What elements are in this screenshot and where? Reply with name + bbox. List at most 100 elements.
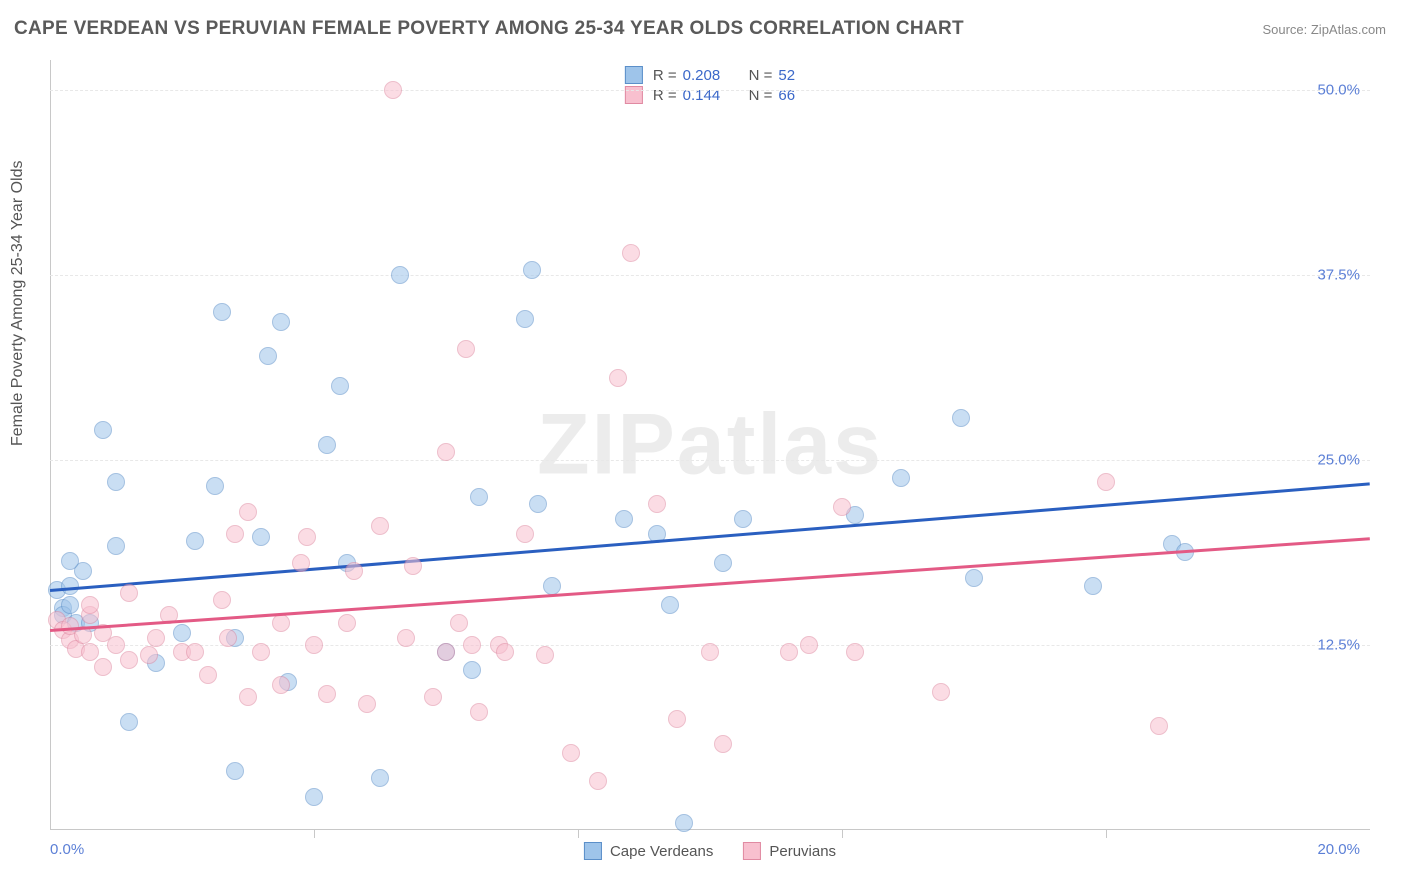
data-point <box>371 517 389 535</box>
data-point <box>391 266 409 284</box>
data-point <box>463 636 481 654</box>
data-point <box>120 584 138 602</box>
data-point <box>536 646 554 664</box>
data-point <box>397 629 415 647</box>
data-point <box>226 762 244 780</box>
data-point <box>318 436 336 454</box>
data-point <box>424 688 442 706</box>
data-point <box>833 498 851 516</box>
data-point <box>371 769 389 787</box>
legend-stat-row: R =0.208N =52 <box>625 66 795 84</box>
x-tick <box>1106 830 1107 838</box>
data-point <box>589 772 607 790</box>
legend-swatch <box>743 842 761 860</box>
data-point <box>199 666 217 684</box>
data-point <box>305 788 323 806</box>
data-point <box>140 646 158 664</box>
data-point <box>450 614 468 632</box>
data-point <box>186 532 204 550</box>
legend-series-item: Cape Verdeans <box>584 842 713 860</box>
data-point <box>609 369 627 387</box>
legend-swatch <box>625 66 643 84</box>
data-point <box>780 643 798 661</box>
data-point <box>701 643 719 661</box>
data-point <box>252 643 270 661</box>
data-point <box>81 643 99 661</box>
data-point <box>800 636 818 654</box>
plot-area: ZIPatlas R =0.208N =52R =0.144N =66 Cape… <box>50 60 1370 830</box>
chart-title: CAPE VERDEAN VS PERUVIAN FEMALE POVERTY … <box>14 18 964 40</box>
y-axis-title: Female Poverty Among 25-34 Year Olds <box>9 161 27 447</box>
data-point <box>213 303 231 321</box>
data-point <box>543 577 561 595</box>
data-point <box>173 624 191 642</box>
x-tick <box>578 830 579 838</box>
data-point <box>457 340 475 358</box>
data-point <box>206 477 224 495</box>
x-axis-min-label: 0.0% <box>50 841 84 858</box>
data-point <box>219 629 237 647</box>
data-point <box>675 814 693 832</box>
legend-n-value: 52 <box>778 67 795 84</box>
gridline <box>50 90 1370 91</box>
legend-series-name: Peruvians <box>769 843 836 860</box>
data-point <box>714 554 732 572</box>
data-point <box>932 683 950 701</box>
y-tick-label: 50.0% <box>1317 81 1370 98</box>
x-axis-line <box>50 829 1370 830</box>
data-point <box>952 409 970 427</box>
data-point <box>562 744 580 762</box>
data-point <box>272 676 290 694</box>
data-point <box>107 473 125 491</box>
source-attribution: Source: ZipAtlas.com <box>1262 22 1386 37</box>
data-point <box>516 310 534 328</box>
data-point <box>892 469 910 487</box>
data-point <box>61 552 79 570</box>
gridline <box>50 275 1370 276</box>
x-tick <box>842 830 843 838</box>
watermark-text: ZIPatlas <box>537 396 883 495</box>
data-point <box>147 629 165 647</box>
y-axis-line <box>50 60 51 830</box>
data-point <box>94 421 112 439</box>
legend-series: Cape Verdeans Peruvians <box>584 842 836 860</box>
data-point <box>734 510 752 528</box>
legend-r-label: R = <box>653 67 677 84</box>
data-point <box>1084 577 1102 595</box>
y-tick-label: 12.5% <box>1317 636 1370 653</box>
data-point <box>259 347 277 365</box>
data-point <box>463 661 481 679</box>
y-tick-label: 37.5% <box>1317 266 1370 283</box>
data-point <box>239 688 257 706</box>
legend-series-name: Cape Verdeans <box>610 843 713 860</box>
data-point <box>661 596 679 614</box>
data-point <box>965 569 983 587</box>
legend-series-item: Peruvians <box>743 842 836 860</box>
data-point <box>615 510 633 528</box>
data-point <box>846 643 864 661</box>
data-point <box>61 577 79 595</box>
data-point <box>298 528 316 546</box>
data-point <box>358 695 376 713</box>
data-point <box>107 636 125 654</box>
data-point <box>470 488 488 506</box>
trend-line <box>50 537 1370 632</box>
legend-r-value: 0.208 <box>683 67 731 84</box>
x-axis-max-label: 20.0% <box>1317 841 1360 858</box>
data-point <box>120 651 138 669</box>
data-point <box>668 710 686 728</box>
data-point <box>1150 717 1168 735</box>
data-point <box>61 596 79 614</box>
y-tick-label: 25.0% <box>1317 451 1370 468</box>
data-point <box>305 636 323 654</box>
data-point <box>318 685 336 703</box>
data-point <box>186 643 204 661</box>
data-point <box>252 528 270 546</box>
data-point <box>714 735 732 753</box>
data-point <box>437 443 455 461</box>
data-point <box>338 614 356 632</box>
data-point <box>239 503 257 521</box>
data-point <box>331 377 349 395</box>
data-point <box>226 525 244 543</box>
data-point <box>107 537 125 555</box>
